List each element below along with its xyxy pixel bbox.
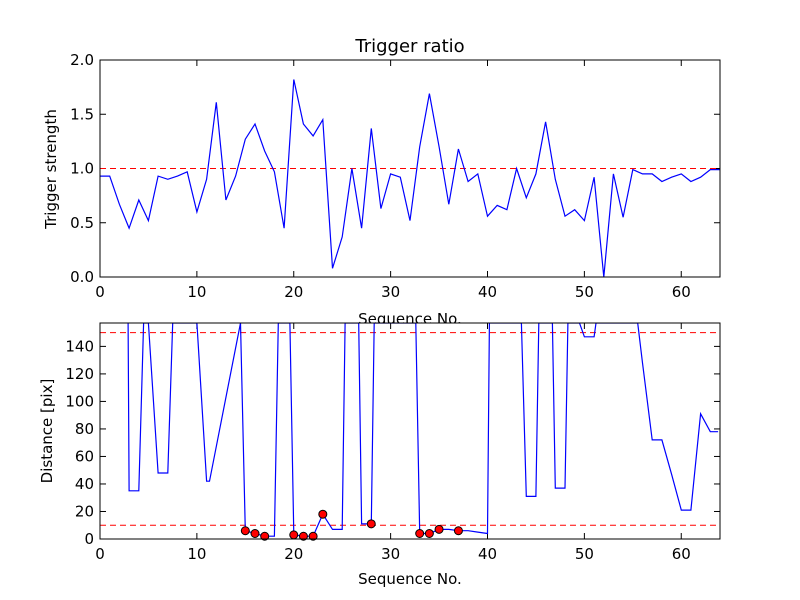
- x-tick-label: 60: [672, 545, 691, 563]
- data-point-marker: [415, 528, 425, 538]
- data-point-marker: [298, 531, 308, 541]
- x-tick-label: 10: [187, 545, 206, 563]
- distance-chart: 0 10 20 30 40 50 60 0 20 40 60 80 100 120 140 Sequence…: [38, 322, 721, 588]
- y-tick-label: 20: [75, 502, 94, 520]
- plot-area: [100, 323, 720, 539]
- x-tick-label: 40: [478, 283, 497, 301]
- y-tick-label: 1.5: [70, 105, 94, 123]
- trigger-strength-series: [100, 79, 720, 277]
- y-tick-label: 140: [65, 337, 94, 355]
- x-tick-label: 0: [95, 545, 105, 563]
- y-axis-label: Distance [pix]: [38, 379, 56, 484]
- data-point-marker: [434, 524, 444, 534]
- y-tick-label: 1.0: [70, 160, 94, 178]
- y-tick-label: 60: [75, 447, 94, 465]
- data-point-marker: [453, 526, 463, 536]
- data-point-marker: [424, 528, 434, 538]
- distance-series: [127, 323, 719, 537]
- x-tick-label: 30: [381, 545, 400, 563]
- data-point-marker: [260, 531, 270, 541]
- y-tick-label: 100: [65, 392, 94, 410]
- x-tick-label: 10: [187, 283, 206, 301]
- y-tick-label: 2.0: [70, 51, 94, 69]
- data-point-marker: [308, 531, 318, 541]
- x-tick-label: 20: [284, 545, 303, 563]
- plot-frame: [99, 322, 721, 540]
- y-tick-label: 0.5: [70, 214, 94, 232]
- x-tick-label: 50: [575, 545, 594, 563]
- y-tick-label: 80: [75, 420, 94, 438]
- y-axis-label: Trigger strength: [42, 109, 60, 230]
- data-point-marker: [318, 509, 328, 519]
- data-point-marker: [250, 528, 260, 538]
- data-point-marker: [240, 526, 250, 536]
- chart-title: Trigger ratio: [354, 36, 464, 57]
- trigger-ratio-chart: Trigger ratio 0 10 20 30 40 50 60 0.0 0.5 1.0 1.5 2…: [42, 36, 721, 328]
- x-tick-label: 40: [478, 545, 497, 563]
- data-point-marker: [366, 519, 376, 529]
- y-tick-label: 120: [65, 365, 94, 383]
- y-tick-label: 0: [84, 530, 94, 548]
- x-tick-label: 60: [672, 283, 691, 301]
- x-axis-label: Sequence No.: [358, 570, 462, 588]
- x-tick-label: 50: [575, 283, 594, 301]
- x-tick-label: 30: [381, 283, 400, 301]
- x-tick-label: 0: [95, 283, 105, 301]
- y-tick-label: 0.0: [70, 268, 94, 286]
- y-tick-label: 40: [75, 475, 94, 493]
- plot-frame: [99, 59, 721, 278]
- data-point-marker: [289, 530, 299, 540]
- x-tick-label: 20: [284, 283, 303, 301]
